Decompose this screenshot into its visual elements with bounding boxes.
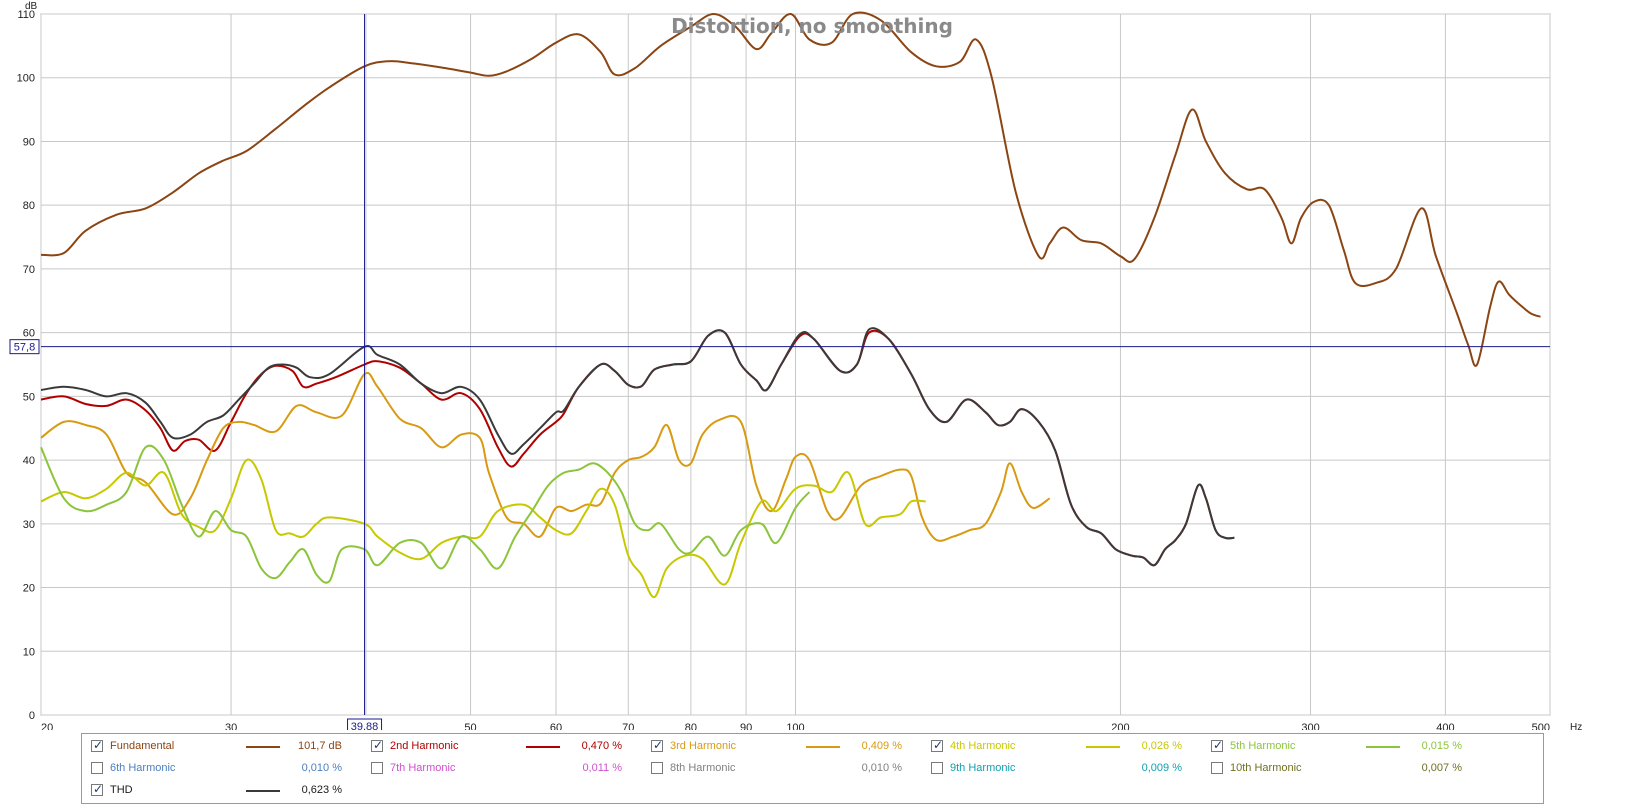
legend-label: 9th Harmonic (950, 762, 1016, 774)
legend-entry-9th-harmonic: 9th Harmonic 0,009 % (922, 758, 1212, 780)
legend-entry-3rd-harmonic: 3rd Harmonic 0,409 % (642, 736, 932, 758)
legend-row: Fundamental 101,7 dB 2nd Harmonic 0,470 % 3r… (82, 736, 1543, 758)
x-tick-label: 100 (786, 722, 804, 730)
legend-label: Fundamental (110, 740, 175, 752)
legend: Fundamental 101,7 dB 2nd Harmonic 0,470 % 3r… (81, 733, 1544, 804)
y-tick-label: 10 (23, 646, 35, 658)
cursor-y-label: 57,8 (14, 342, 35, 354)
legend-value: 0,623 % (301, 784, 342, 796)
legend-entry-2nd-harmonic: 2nd Harmonic 0,470 % (362, 736, 652, 758)
x-tick-label: 200 (1111, 722, 1129, 730)
series-line-3rd-harmonic (40, 371, 1051, 542)
legend-swatch (806, 746, 840, 748)
legend-checkbox-7th-harmonic[interactable] (371, 762, 383, 774)
y-axis-ticks: 0 10 20 30 40 50 60 70 80 90 100 110 (17, 9, 35, 722)
x-axis-ticks: 20 30 50 60 70 80 90 100 200 300 400 500 (41, 722, 1550, 730)
series-line-4th-harmonic (40, 458, 926, 599)
legend-checkbox-5th-harmonic[interactable] (1211, 738, 1223, 752)
x-tick-label: 500 (1532, 722, 1550, 730)
legend-value: 0,011 % (582, 762, 622, 774)
x-tick-label: 30 (225, 722, 237, 730)
legend-value: 0,010 % (301, 762, 342, 774)
legend-label: 3rd Harmonic (670, 740, 737, 752)
y-tick-label: 50 (23, 391, 35, 403)
x-tick-label: 60 (550, 722, 562, 730)
legend-value: 0,015 % (1421, 740, 1462, 752)
legend-entry-8th-harmonic: 8th Harmonic 0,010 % (642, 758, 932, 780)
x-tick-label: 90 (740, 722, 752, 730)
series-line-5th-harmonic (40, 444, 811, 584)
legend-swatch (246, 790, 280, 792)
legend-checkbox-9th-harmonic[interactable] (931, 762, 943, 774)
legend-checkbox-fundamental[interactable] (91, 738, 103, 752)
x-axis-unit: Hz (1570, 722, 1582, 730)
legend-entry-6th-harmonic: 6th Harmonic 0,010 % (82, 758, 372, 780)
y-tick-label: 70 (23, 264, 35, 276)
legend-entry-fundamental: Fundamental 101,7 dB (82, 736, 372, 758)
y-tick-label: 100 (17, 73, 35, 85)
y-tick-label: 20 (23, 583, 35, 595)
legend-checkbox-6th-harmonic[interactable] (91, 762, 103, 774)
legend-value: 0,470 % (581, 740, 622, 752)
y-tick-label: 30 (23, 519, 35, 531)
legend-checkbox-8th-harmonic[interactable] (651, 762, 663, 774)
y-tick-label: 80 (23, 200, 35, 212)
grid (40, 13, 1551, 716)
legend-value: 0,010 % (861, 762, 902, 774)
y-tick-label: 40 (23, 455, 35, 467)
x-tick-label: 400 (1436, 722, 1454, 730)
x-tick-label: 80 (685, 722, 697, 730)
legend-label: THD (110, 784, 133, 796)
x-tick-label: 20 (41, 722, 53, 730)
series-line-thd (40, 327, 1235, 567)
legend-swatch (246, 746, 280, 748)
series-line-fundamental (40, 11, 1541, 367)
legend-entry-4th-harmonic: 4th Harmonic 0,026 % (922, 736, 1212, 758)
cursor-x-label: 39,88 (351, 721, 379, 730)
legend-swatch (526, 746, 560, 748)
legend-value: 0,009 % (1141, 762, 1182, 774)
legend-label: 6th Harmonic (110, 762, 176, 774)
legend-label: 8th Harmonic (670, 762, 736, 774)
legend-checkbox-4th-harmonic[interactable] (931, 738, 943, 752)
legend-label: 4th Harmonic (950, 740, 1016, 752)
x-tick-label: 300 (1301, 722, 1319, 730)
cursor[interactable]: 57,8 39,88 (9, 14, 1550, 730)
legend-swatch (1366, 746, 1400, 748)
legend-entry-7th-harmonic: 7th Harmonic 0,011 % (362, 758, 652, 780)
legend-value: 101,7 dB (297, 740, 342, 752)
x-tick-label: 50 (464, 722, 476, 730)
series-group (40, 11, 1541, 599)
legend-value: 0,409 % (861, 740, 902, 752)
y-tick-label: 110 (17, 9, 35, 21)
legend-label: 2nd Harmonic (390, 740, 459, 752)
cursor-x-label-box (347, 718, 383, 730)
legend-entry-10th-harmonic: 10th Harmonic 0,007 % (1202, 758, 1492, 780)
y-axis-unit: dB (25, 1, 38, 12)
legend-entry-thd: THD 0,623 % (82, 780, 372, 802)
y-tick-label: 0 (29, 710, 35, 722)
x-tick-label: 70 (622, 722, 634, 730)
legend-label: 7th Harmonic (390, 762, 456, 774)
legend-label: 5th Harmonic (1230, 740, 1296, 752)
legend-checkbox-2nd-harmonic[interactable] (371, 738, 383, 752)
legend-row: THD 0,623 % (82, 780, 1543, 802)
y-tick-label: 90 (23, 136, 35, 148)
legend-checkbox-3rd-harmonic[interactable] (651, 738, 663, 752)
legend-label: 10th Harmonic (1230, 762, 1302, 774)
distortion-chart: 0 10 20 30 40 50 60 70 80 90 100 110 20 30 50 60 70 80 90… (9, 1, 1582, 730)
chart-title: Distortion, no smoothing (671, 14, 953, 38)
legend-row: 6th Harmonic 0,010 % 7th Harmonic 0,011 % 8t… (82, 758, 1543, 780)
y-tick-label: 60 (23, 328, 35, 340)
legend-value: 0,026 % (1141, 740, 1182, 752)
legend-checkbox-thd[interactable] (91, 782, 103, 796)
legend-entry-5th-harmonic: 5th Harmonic 0,015 % (1202, 736, 1492, 758)
legend-swatch (1086, 746, 1120, 748)
legend-checkbox-10th-harmonic[interactable] (1211, 762, 1223, 774)
legend-value: 0,007 % (1421, 762, 1462, 774)
cursor-y-label-box (9, 339, 40, 355)
